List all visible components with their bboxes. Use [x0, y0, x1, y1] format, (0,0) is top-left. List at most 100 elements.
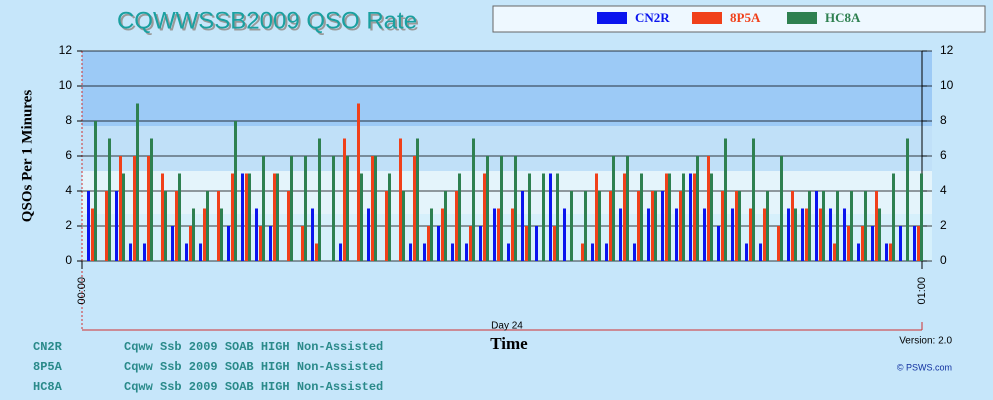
y-tick-label: 2: [65, 218, 72, 232]
bar: [129, 243, 132, 261]
y-tick-label: 10: [59, 78, 73, 92]
y-tick-label: 12: [59, 43, 73, 57]
plot-band: [82, 126, 932, 171]
bar: [493, 208, 496, 261]
version: Version: 2.0: [899, 336, 952, 347]
bar: [133, 156, 136, 261]
bar: [605, 243, 608, 261]
bar: [871, 226, 874, 261]
bar: [171, 226, 174, 261]
bar: [497, 208, 500, 261]
bar: [514, 156, 517, 261]
bar: [234, 121, 237, 261]
bar: [94, 121, 97, 261]
bar: [269, 226, 272, 261]
bar: [87, 191, 90, 261]
bar: [483, 173, 486, 261]
bar: [833, 243, 836, 261]
bar: [511, 208, 514, 261]
bar: [724, 138, 727, 261]
y-tick-label: 0: [65, 253, 72, 267]
bar: [917, 226, 920, 261]
bar: [651, 191, 654, 261]
note-text: Cqww Ssb 2009 SOAB HIGH Non-Assisted: [124, 360, 383, 374]
bar: [105, 191, 108, 261]
bar: [864, 191, 867, 261]
bar: [787, 208, 790, 261]
bar: [290, 156, 293, 261]
bar: [199, 243, 202, 261]
bar: [262, 156, 265, 261]
bar: [147, 156, 150, 261]
bar: [255, 208, 258, 261]
bar: [717, 226, 720, 261]
bar: [633, 243, 636, 261]
bar: [273, 173, 276, 261]
bar: [808, 191, 811, 261]
bar: [637, 191, 640, 261]
bar: [570, 191, 573, 261]
y2-tick-label: 6: [940, 148, 947, 162]
bar: [189, 226, 192, 261]
bar: [119, 156, 122, 261]
bar: [721, 191, 724, 261]
bar: [640, 173, 643, 261]
bar: [413, 156, 416, 261]
credit[interactable]: © PSWS.com: [897, 362, 952, 372]
bar: [528, 173, 531, 261]
bar: [486, 156, 489, 261]
bar: [427, 226, 430, 261]
bar: [91, 208, 94, 261]
bar: [360, 173, 363, 261]
y2-tick-label: 8: [940, 113, 947, 127]
bar: [469, 226, 472, 261]
bar: [441, 208, 444, 261]
y-tick-label: 6: [65, 148, 72, 162]
bar: [661, 191, 664, 261]
bar: [889, 243, 892, 261]
bar: [241, 173, 244, 261]
bar: [836, 191, 839, 261]
bar: [178, 173, 181, 261]
bar: [735, 191, 738, 261]
x-axis-label: Time: [490, 334, 528, 353]
bar: [749, 208, 752, 261]
y2-tick-label: 2: [940, 218, 947, 232]
bar: [626, 156, 629, 261]
bar: [371, 156, 374, 261]
plot-band: [82, 171, 932, 214]
bar: [682, 173, 685, 261]
bar: [885, 243, 888, 261]
bar: [875, 191, 878, 261]
bar: [248, 173, 251, 261]
bar: [287, 191, 290, 261]
bar: [591, 243, 594, 261]
bar: [535, 226, 538, 261]
bar: [553, 226, 556, 261]
legend-box: [492, 5, 986, 33]
bar: [609, 191, 612, 261]
bar: [857, 243, 860, 261]
bar: [206, 191, 209, 261]
legend-label: CN2R: [635, 10, 670, 25]
y-axis-label: QSOs Per 1 Minures: [19, 90, 35, 223]
legend-label: HC8A: [825, 10, 861, 25]
note-call: HC8A: [33, 380, 63, 394]
bar: [612, 156, 615, 261]
bar: [455, 191, 458, 261]
bar: [409, 243, 412, 261]
bar: [763, 208, 766, 261]
legend-swatch: [692, 12, 722, 24]
bar: [122, 173, 125, 261]
y-tick-label: 8: [65, 113, 72, 127]
bar: [115, 191, 118, 261]
bar: [791, 191, 794, 261]
bar: [696, 156, 699, 261]
bar: [542, 173, 545, 261]
legend-swatch: [787, 12, 817, 24]
bar: [185, 243, 188, 261]
bar: [878, 208, 881, 261]
bar: [451, 243, 454, 261]
bar: [227, 226, 230, 261]
bar: [437, 226, 440, 261]
